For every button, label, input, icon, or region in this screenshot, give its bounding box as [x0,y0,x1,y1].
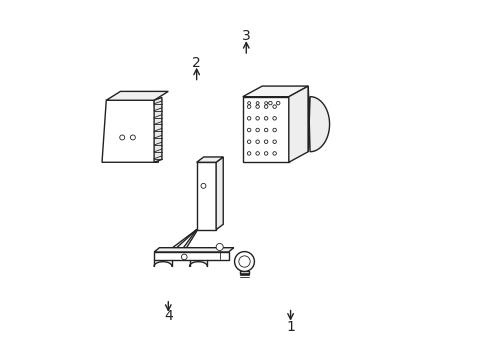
Circle shape [238,256,250,267]
Polygon shape [154,252,228,260]
Circle shape [247,117,250,120]
Polygon shape [154,98,162,162]
Circle shape [255,117,259,120]
Circle shape [216,243,223,251]
Circle shape [234,252,254,271]
Circle shape [256,102,259,104]
Circle shape [264,152,267,155]
Circle shape [264,140,267,144]
Polygon shape [216,157,223,230]
Circle shape [247,128,250,132]
Circle shape [255,140,259,144]
Polygon shape [154,248,233,252]
Circle shape [130,135,135,140]
Circle shape [276,101,279,105]
Polygon shape [288,86,307,162]
Circle shape [272,105,276,108]
Circle shape [247,105,250,108]
Circle shape [247,152,250,155]
Circle shape [247,140,250,144]
Text: 3: 3 [242,30,250,44]
Circle shape [272,117,276,120]
Circle shape [264,102,267,104]
Polygon shape [240,271,248,274]
Circle shape [264,117,267,120]
Circle shape [255,105,259,108]
Circle shape [272,128,276,132]
Polygon shape [196,162,216,230]
Circle shape [272,152,276,155]
Polygon shape [196,157,223,162]
Circle shape [181,254,187,260]
Circle shape [120,135,124,140]
Polygon shape [307,86,329,152]
Text: 4: 4 [163,310,172,324]
Circle shape [272,140,276,144]
Polygon shape [242,86,307,97]
Circle shape [255,152,259,155]
Text: 2: 2 [192,56,201,70]
Circle shape [255,128,259,132]
Circle shape [268,101,272,105]
Circle shape [264,128,267,132]
Polygon shape [242,97,288,162]
Polygon shape [102,100,158,162]
Circle shape [264,105,267,108]
Circle shape [247,102,250,104]
Polygon shape [106,91,168,100]
Circle shape [201,183,205,188]
Text: 1: 1 [285,320,294,334]
Polygon shape [168,230,196,260]
